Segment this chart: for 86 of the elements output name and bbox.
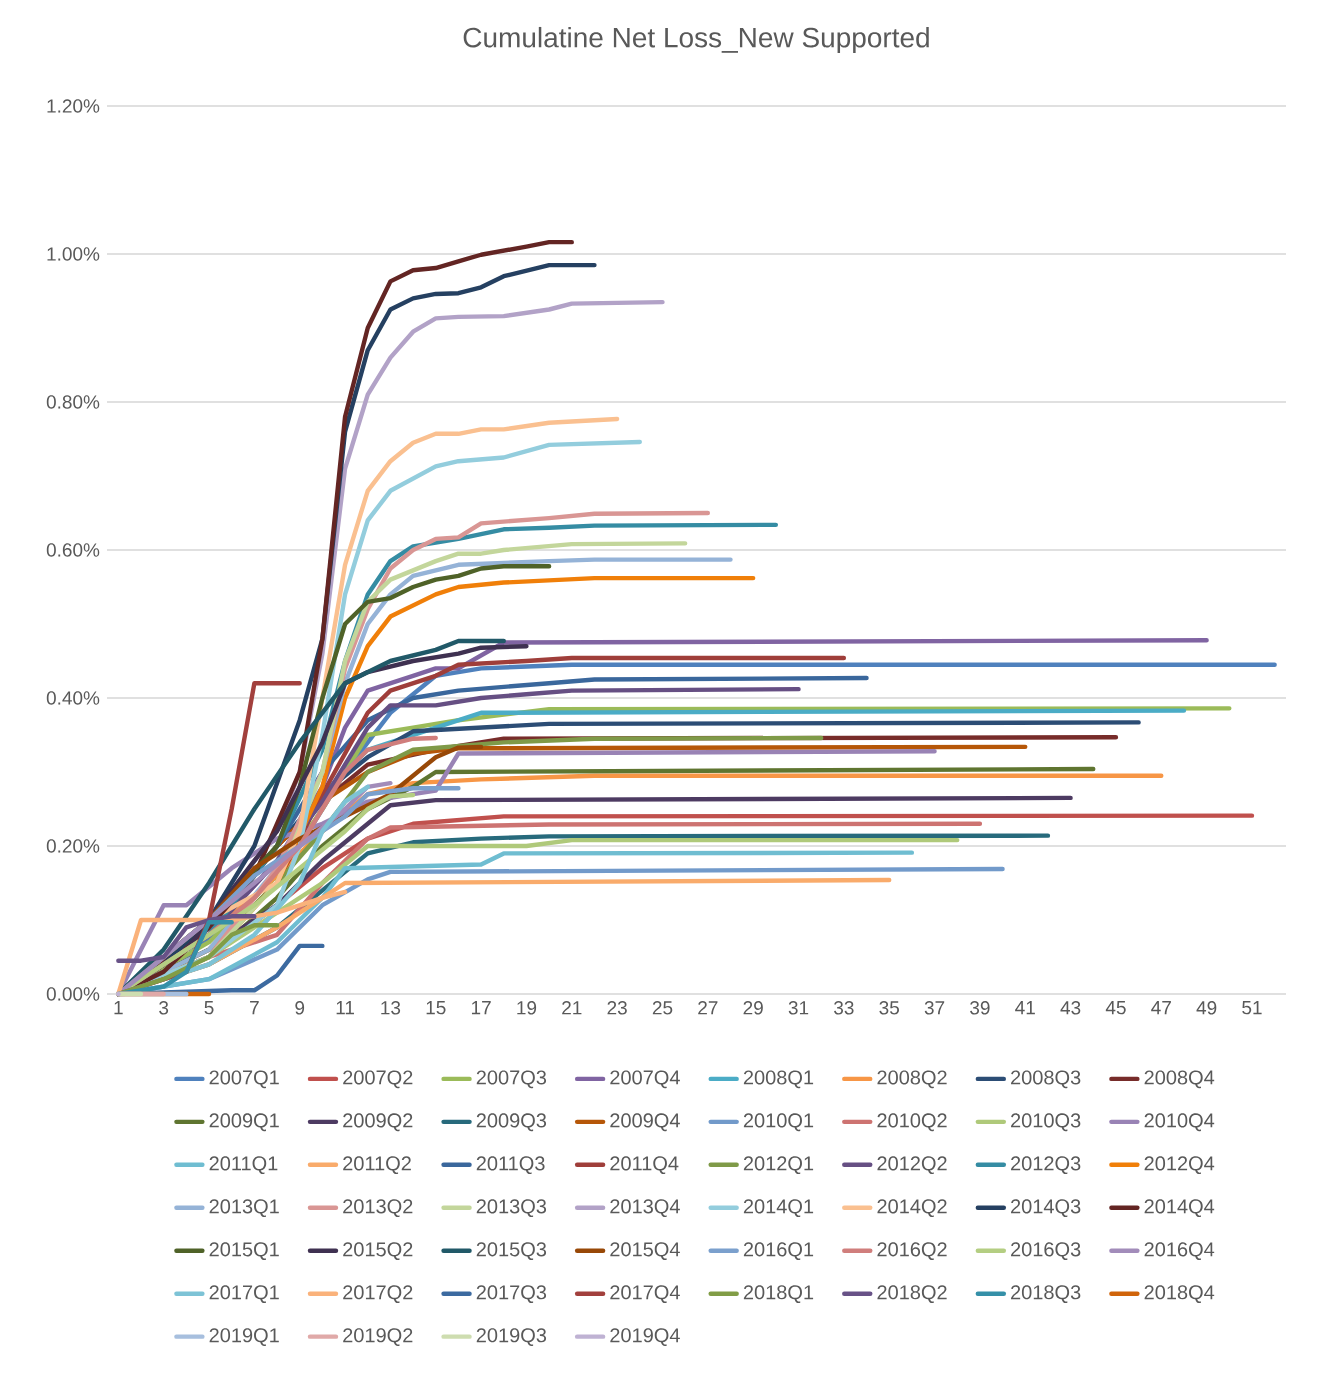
x-tick-label: 1 — [114, 1001, 123, 1015]
x-tick-label: 39 — [970, 1001, 990, 1015]
legend-label: 2019Q2 — [343, 1328, 413, 1346]
legend-label: 2015Q2 — [343, 1242, 413, 1261]
x-tick-label: 31 — [788, 1001, 809, 1015]
legend-label: 2012Q3 — [1011, 1156, 1081, 1175]
legend-label: 2016Q2 — [877, 1242, 947, 1261]
legend-label: 2017Q2 — [343, 1285, 413, 1303]
chart-title: Cumulatine Net Loss_New Supported — [463, 26, 929, 54]
legend-label: 2018Q2 — [877, 1285, 947, 1303]
y-tick-label: 0.60% — [46, 543, 100, 557]
y-tick-label: 0.80% — [46, 395, 100, 409]
x-tick-label: 5 — [204, 1001, 214, 1015]
legend-label: 2016Q4 — [1144, 1242, 1215, 1261]
legend-label: 2019Q3 — [476, 1328, 547, 1346]
legend-label: 2014Q4 — [1144, 1199, 1215, 1218]
legend-label: 2010Q3 — [1011, 1113, 1081, 1132]
legend-label: 2008Q3 — [1011, 1070, 1081, 1089]
legend-label: 2013Q3 — [476, 1199, 547, 1218]
x-tick-label: 11 — [336, 1001, 354, 1015]
legend-label: 2018Q3 — [1011, 1285, 1081, 1303]
legend-label: 2010Q1 — [743, 1113, 814, 1132]
x-tick-label: 51 — [1242, 1001, 1262, 1015]
x-tick-label: 3 — [159, 1001, 169, 1015]
legend-label: 2019Q1 — [209, 1328, 279, 1346]
x-tick-label: 13 — [381, 1001, 401, 1015]
x-tick-label: 23 — [607, 1001, 627, 1015]
legend-label: 2012Q1 — [743, 1156, 814, 1175]
x-tick-label: 45 — [1105, 1001, 1126, 1015]
x-tick-label: 29 — [743, 1001, 763, 1015]
legend-label: 2007Q4 — [610, 1070, 680, 1089]
legend-label: 2009Q1 — [209, 1113, 279, 1132]
legend-label: 2015Q1 — [209, 1242, 279, 1261]
x-tick-label: 25 — [652, 1001, 673, 1015]
x-tick-label: 49 — [1196, 1001, 1217, 1015]
legend-label: 2012Q4 — [1144, 1156, 1215, 1175]
x-tick-label: 19 — [517, 1001, 537, 1015]
legend-label: 2011Q1 — [209, 1156, 278, 1175]
x-tick-label: 15 — [426, 1001, 446, 1015]
legend-label: 2011Q3 — [476, 1156, 545, 1175]
legend-label: 2013Q2 — [343, 1199, 413, 1218]
y-tick-label: 0.00% — [46, 987, 100, 1001]
legend-label: 2007Q1 — [209, 1070, 279, 1089]
x-tick-label: 21 — [562, 1001, 582, 1015]
legend-label: 2017Q3 — [476, 1285, 547, 1303]
y-tick-label: 0.20% — [46, 839, 100, 853]
x-tick-label: 33 — [834, 1001, 854, 1015]
legend-label: 2009Q3 — [476, 1113, 547, 1132]
x-tick-label: 9 — [295, 1001, 305, 1015]
legend-label: 2014Q2 — [877, 1199, 947, 1218]
legend-label: 2008Q1 — [743, 1070, 814, 1089]
x-tick-label: 41 — [1015, 1001, 1035, 1015]
legend-label: 2007Q2 — [343, 1070, 413, 1089]
legend-label: 2018Q4 — [1144, 1285, 1215, 1303]
legend-label: 2009Q2 — [343, 1113, 413, 1132]
legend-label: 2017Q1 — [209, 1285, 279, 1303]
x-tick-label: 17 — [471, 1001, 491, 1015]
x-tick-label: 35 — [879, 1001, 899, 1015]
y-tick-label: 1.20% — [47, 99, 100, 113]
legend-label: 2009Q4 — [610, 1113, 680, 1132]
x-tick-label: 7 — [250, 1001, 259, 1015]
legend-label: 2014Q1 — [743, 1199, 814, 1218]
legend-label: 2010Q2 — [877, 1113, 947, 1132]
x-tick-label: 43 — [1060, 1001, 1081, 1015]
legend-label: 2017Q4 — [610, 1285, 680, 1303]
x-tick-label: 47 — [1151, 1001, 1171, 1015]
legend-label: 2016Q3 — [1011, 1242, 1081, 1261]
legend-label: 2013Q1 — [209, 1199, 279, 1218]
x-tick-label: 37 — [924, 1001, 945, 1015]
legend-label: 2013Q4 — [610, 1199, 680, 1218]
legend-label: 2007Q3 — [476, 1070, 547, 1089]
y-tick-label: 0.40% — [46, 691, 100, 705]
legend-label: 2019Q4 — [610, 1328, 680, 1346]
legend-label: 2011Q4 — [610, 1156, 679, 1175]
y-tick-label: 1.00% — [47, 247, 100, 261]
legend-label: 2014Q3 — [1011, 1199, 1081, 1218]
legend-label: 2008Q2 — [877, 1070, 947, 1089]
legend-label: 2012Q2 — [877, 1156, 947, 1175]
legend-label: 2008Q4 — [1144, 1070, 1215, 1089]
legend-label: 2011Q2 — [343, 1156, 411, 1175]
legend-label: 2018Q1 — [743, 1285, 814, 1303]
legend-label: 2015Q4 — [610, 1242, 680, 1261]
legend-label: 2010Q4 — [1144, 1113, 1215, 1132]
legend-label: 2016Q1 — [743, 1242, 814, 1261]
legend-label: 2015Q3 — [476, 1242, 547, 1261]
x-tick-label: 27 — [698, 1001, 718, 1015]
